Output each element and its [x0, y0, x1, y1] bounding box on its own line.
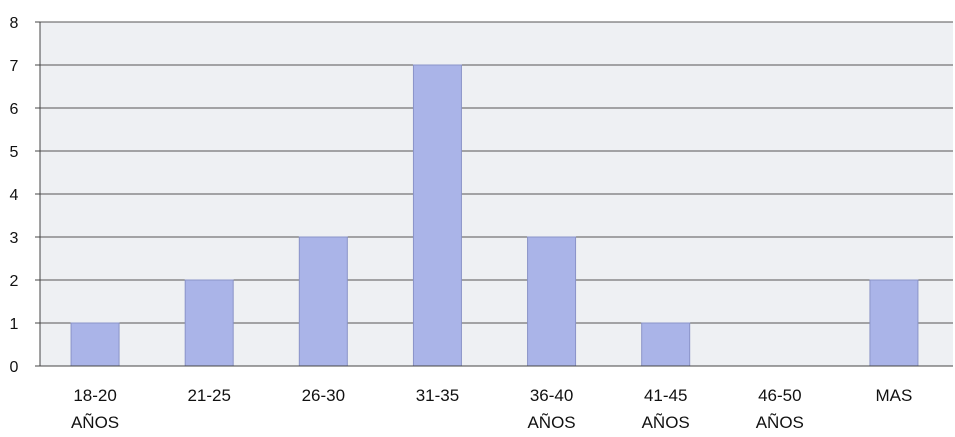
- x-tick-label-line: 18-20: [73, 386, 116, 405]
- x-tick-label-line: MAS: [876, 386, 913, 405]
- bar: [184, 279, 234, 367]
- x-tick-label-line: 26-30: [302, 386, 345, 405]
- x-tick-label: 31-35: [416, 386, 459, 405]
- x-tick-label-line: 41-45: [644, 386, 687, 405]
- x-tick-label: MAS: [876, 386, 913, 405]
- y-tick-label: 6: [10, 101, 19, 118]
- bar: [412, 64, 462, 367]
- x-tick-label: 26-30: [302, 386, 345, 405]
- x-tick-label-line: AÑOS: [642, 413, 690, 432]
- y-tick-label: 2: [10, 273, 19, 290]
- y-tick-label: 4: [10, 187, 19, 204]
- x-tick-label: 18-20 AÑOS: [71, 386, 119, 432]
- x-tick-label: 21-25: [187, 386, 230, 405]
- y-axis-ticks: 0 1 2 3 4 5 6 7 8: [10, 15, 40, 376]
- bar: [70, 322, 120, 367]
- bar: [641, 322, 691, 367]
- x-tick-label-line: AÑOS: [756, 413, 804, 432]
- x-tick-label-line: 36-40: [530, 386, 573, 405]
- bars: [70, 64, 919, 367]
- bar: [869, 279, 919, 367]
- y-tick-label: 7: [10, 58, 19, 75]
- y-tick-label: 8: [10, 15, 19, 32]
- y-tick-label: 5: [10, 144, 19, 161]
- x-tick-label-line: 46-50: [758, 386, 801, 405]
- x-tick-label-line: AÑOS: [71, 413, 119, 432]
- x-axis-ticks: 18-20 AÑOS 21-25 26-30 31-35 36-40 AÑOS 41-45 AÑ…: [71, 386, 912, 432]
- y-tick-label: 1: [10, 316, 19, 333]
- x-tick-label: 36-40 AÑOS: [527, 386, 575, 432]
- x-tick-label-line: 31-35: [416, 386, 459, 405]
- x-tick-label-line: AÑOS: [527, 413, 575, 432]
- y-tick-label: 3: [10, 230, 19, 247]
- bar: [527, 236, 577, 367]
- x-tick-label: 46-50 AÑOS: [756, 386, 804, 432]
- x-tick-label-line: 21-25: [187, 386, 230, 405]
- y-tick-label: 0: [10, 359, 19, 376]
- x-tick-label: 41-45 AÑOS: [642, 386, 690, 432]
- bar: [298, 236, 348, 367]
